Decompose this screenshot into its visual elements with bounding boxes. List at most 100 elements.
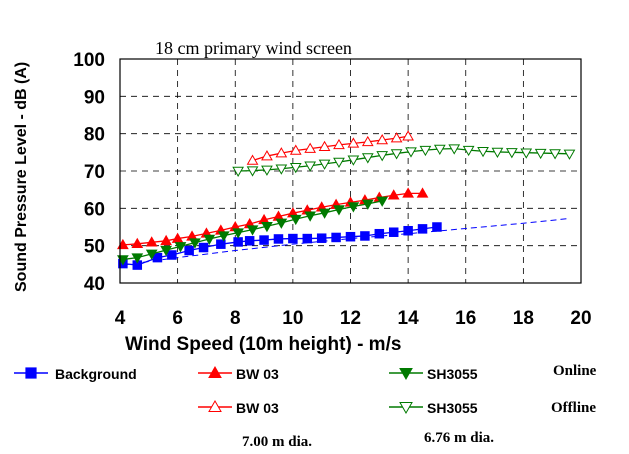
data-point <box>246 225 259 236</box>
series-line <box>122 218 567 266</box>
data-point <box>304 142 317 153</box>
x-tick-label: 18 <box>513 308 534 329</box>
data-point <box>184 245 194 256</box>
data-point <box>261 150 273 161</box>
y-tick-label: 70 <box>84 162 105 183</box>
x-tick-label: 4 <box>115 308 126 329</box>
data-point <box>477 146 489 158</box>
series-line <box>122 192 423 246</box>
data-point <box>432 222 442 232</box>
plot-border <box>119 58 582 284</box>
legend: Background BW 03 SH3055 Online BW 03 SH3… <box>14 363 597 450</box>
data-point <box>491 147 504 158</box>
data-point <box>549 149 561 160</box>
y-tick-label: 60 <box>84 199 105 220</box>
data-point <box>563 149 576 160</box>
x-tick-label: 20 <box>570 308 591 329</box>
data-point <box>347 137 360 148</box>
data-point <box>289 214 302 226</box>
y-tick-label: 50 <box>84 237 105 258</box>
data-point <box>333 138 345 150</box>
data-point <box>273 234 284 244</box>
data-point <box>361 199 374 210</box>
series-background-trend <box>122 218 567 266</box>
data-point <box>244 236 255 246</box>
data-point <box>208 365 222 378</box>
data-point <box>388 227 399 237</box>
data-point <box>232 166 244 178</box>
data-point <box>347 202 360 213</box>
y-tick-label: 90 <box>84 87 105 108</box>
data-point <box>160 245 172 257</box>
data-point <box>376 151 389 162</box>
legend-label-sh3055-online: SH3055 <box>427 366 478 382</box>
series-layer <box>117 130 576 270</box>
data-point <box>403 225 413 236</box>
data-point <box>318 159 331 170</box>
data-point <box>405 147 417 158</box>
data-point <box>167 250 177 260</box>
data-point <box>360 231 370 241</box>
data-point <box>217 231 230 242</box>
data-point <box>419 145 432 157</box>
data-point <box>275 218 288 229</box>
data-point <box>131 237 144 249</box>
x-tick-label: 12 <box>340 308 361 329</box>
data-point <box>374 228 385 239</box>
x-tick-label: 14 <box>398 308 420 329</box>
data-point <box>198 242 209 253</box>
data-point <box>275 147 288 158</box>
legend-marker-bw03-offline <box>198 399 232 412</box>
data-point <box>304 211 317 222</box>
data-point <box>275 164 288 175</box>
data-point <box>505 148 518 159</box>
legend-label-bw03-offline: BW 03 <box>236 400 279 416</box>
data-point <box>316 233 327 243</box>
series-bw-03-offline <box>246 130 414 165</box>
data-point <box>345 231 356 242</box>
data-point <box>402 130 414 141</box>
y-tick-label: 100 <box>73 50 105 71</box>
data-point <box>145 236 158 247</box>
data-point <box>189 238 201 249</box>
legend-label-background: Background <box>55 366 137 382</box>
data-point <box>534 148 547 160</box>
data-point <box>318 208 331 219</box>
legend-marker-background <box>14 367 48 379</box>
legend-label-sh3055-offline: SH3055 <box>427 400 478 416</box>
data-point <box>361 135 374 147</box>
x-tick-label: 16 <box>455 308 476 329</box>
data-point <box>160 234 172 246</box>
data-point <box>402 187 414 198</box>
data-point <box>289 163 302 174</box>
data-point <box>232 228 244 239</box>
x-tick-label: 8 <box>230 308 241 329</box>
data-point <box>433 144 446 155</box>
data-point <box>390 132 403 143</box>
data-point <box>333 157 345 169</box>
data-point <box>203 234 216 245</box>
data-point <box>208 399 222 412</box>
legend-bw03-diameter: 7.00 m dia. <box>242 434 312 450</box>
legend-marker-sh3055-offline <box>389 402 423 415</box>
y-tick-labels: 40 50 60 70 80 90 100 <box>73 50 105 295</box>
y-tick-label: 80 <box>84 125 105 146</box>
x-axis-label: Wind Speed (10m height) - m/s <box>125 334 401 355</box>
data-point <box>261 222 273 233</box>
data-point <box>361 153 374 164</box>
chart-title: 18 cm primary wind screen <box>155 38 352 58</box>
legend-marker-sh3055-online <box>389 368 423 381</box>
data-point <box>462 145 475 157</box>
legend-label-bw03-online: BW 03 <box>236 366 279 382</box>
data-point <box>390 149 403 160</box>
data-point <box>246 166 259 177</box>
data-point <box>417 224 428 234</box>
data-point <box>302 233 313 244</box>
data-point <box>318 140 331 151</box>
data-point <box>399 368 413 381</box>
data-point <box>416 187 429 198</box>
data-point <box>152 252 163 263</box>
data-point <box>376 196 389 207</box>
data-point <box>289 144 302 155</box>
